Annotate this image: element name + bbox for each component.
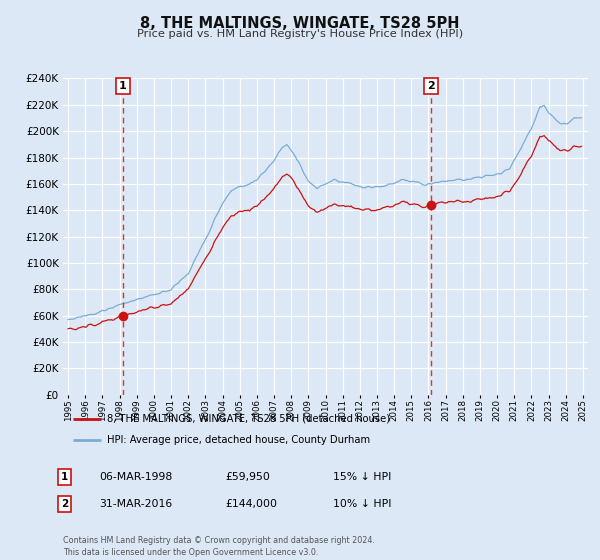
- Text: 1: 1: [61, 472, 68, 482]
- Text: Price paid vs. HM Land Registry's House Price Index (HPI): Price paid vs. HM Land Registry's House …: [137, 29, 463, 39]
- Text: 31-MAR-2016: 31-MAR-2016: [99, 499, 172, 509]
- Text: 8, THE MALTINGS, WINGATE, TS28 5PH: 8, THE MALTINGS, WINGATE, TS28 5PH: [140, 16, 460, 31]
- Text: 06-MAR-1998: 06-MAR-1998: [99, 472, 172, 482]
- Text: 10% ↓ HPI: 10% ↓ HPI: [333, 499, 392, 509]
- Text: 1: 1: [119, 81, 127, 91]
- Text: £59,950: £59,950: [225, 472, 270, 482]
- Text: 2: 2: [427, 81, 435, 91]
- Text: Contains HM Land Registry data © Crown copyright and database right 2024.
This d: Contains HM Land Registry data © Crown c…: [63, 536, 375, 557]
- Text: £144,000: £144,000: [225, 499, 277, 509]
- Text: 15% ↓ HPI: 15% ↓ HPI: [333, 472, 391, 482]
- Text: 2: 2: [61, 499, 68, 509]
- Text: HPI: Average price, detached house, County Durham: HPI: Average price, detached house, Coun…: [107, 435, 370, 445]
- Text: 8, THE MALTINGS, WINGATE, TS28 5PH (detached house): 8, THE MALTINGS, WINGATE, TS28 5PH (deta…: [107, 414, 391, 424]
